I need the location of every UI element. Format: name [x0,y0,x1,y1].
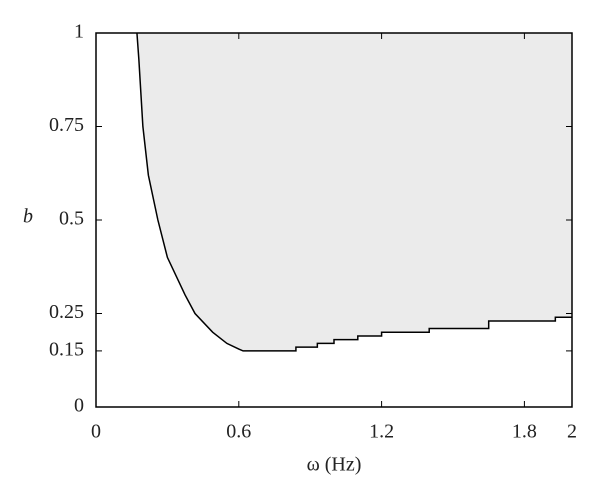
y-tick-label: 0.25 [49,301,84,323]
x-tick-label: 0.6 [226,421,251,443]
y-tick-label: 0.15 [49,338,84,360]
boundary-curve [136,32,572,352]
y-tick-label: 0.5 [59,208,84,230]
x-tick-label: 2 [567,421,577,443]
y-tick-label: 1 [74,21,84,43]
y-tick-label: 0.75 [49,114,84,136]
x-axis-label: ω (Hz) [307,454,362,476]
y-axis-label: b [23,206,33,228]
y-tick-label: 0 [74,395,84,417]
x-tick-label: 1.8 [512,421,537,443]
x-tick-label: 1.2 [369,421,394,443]
x-tick-label: 0 [91,421,101,443]
shaded-region [136,33,572,351]
